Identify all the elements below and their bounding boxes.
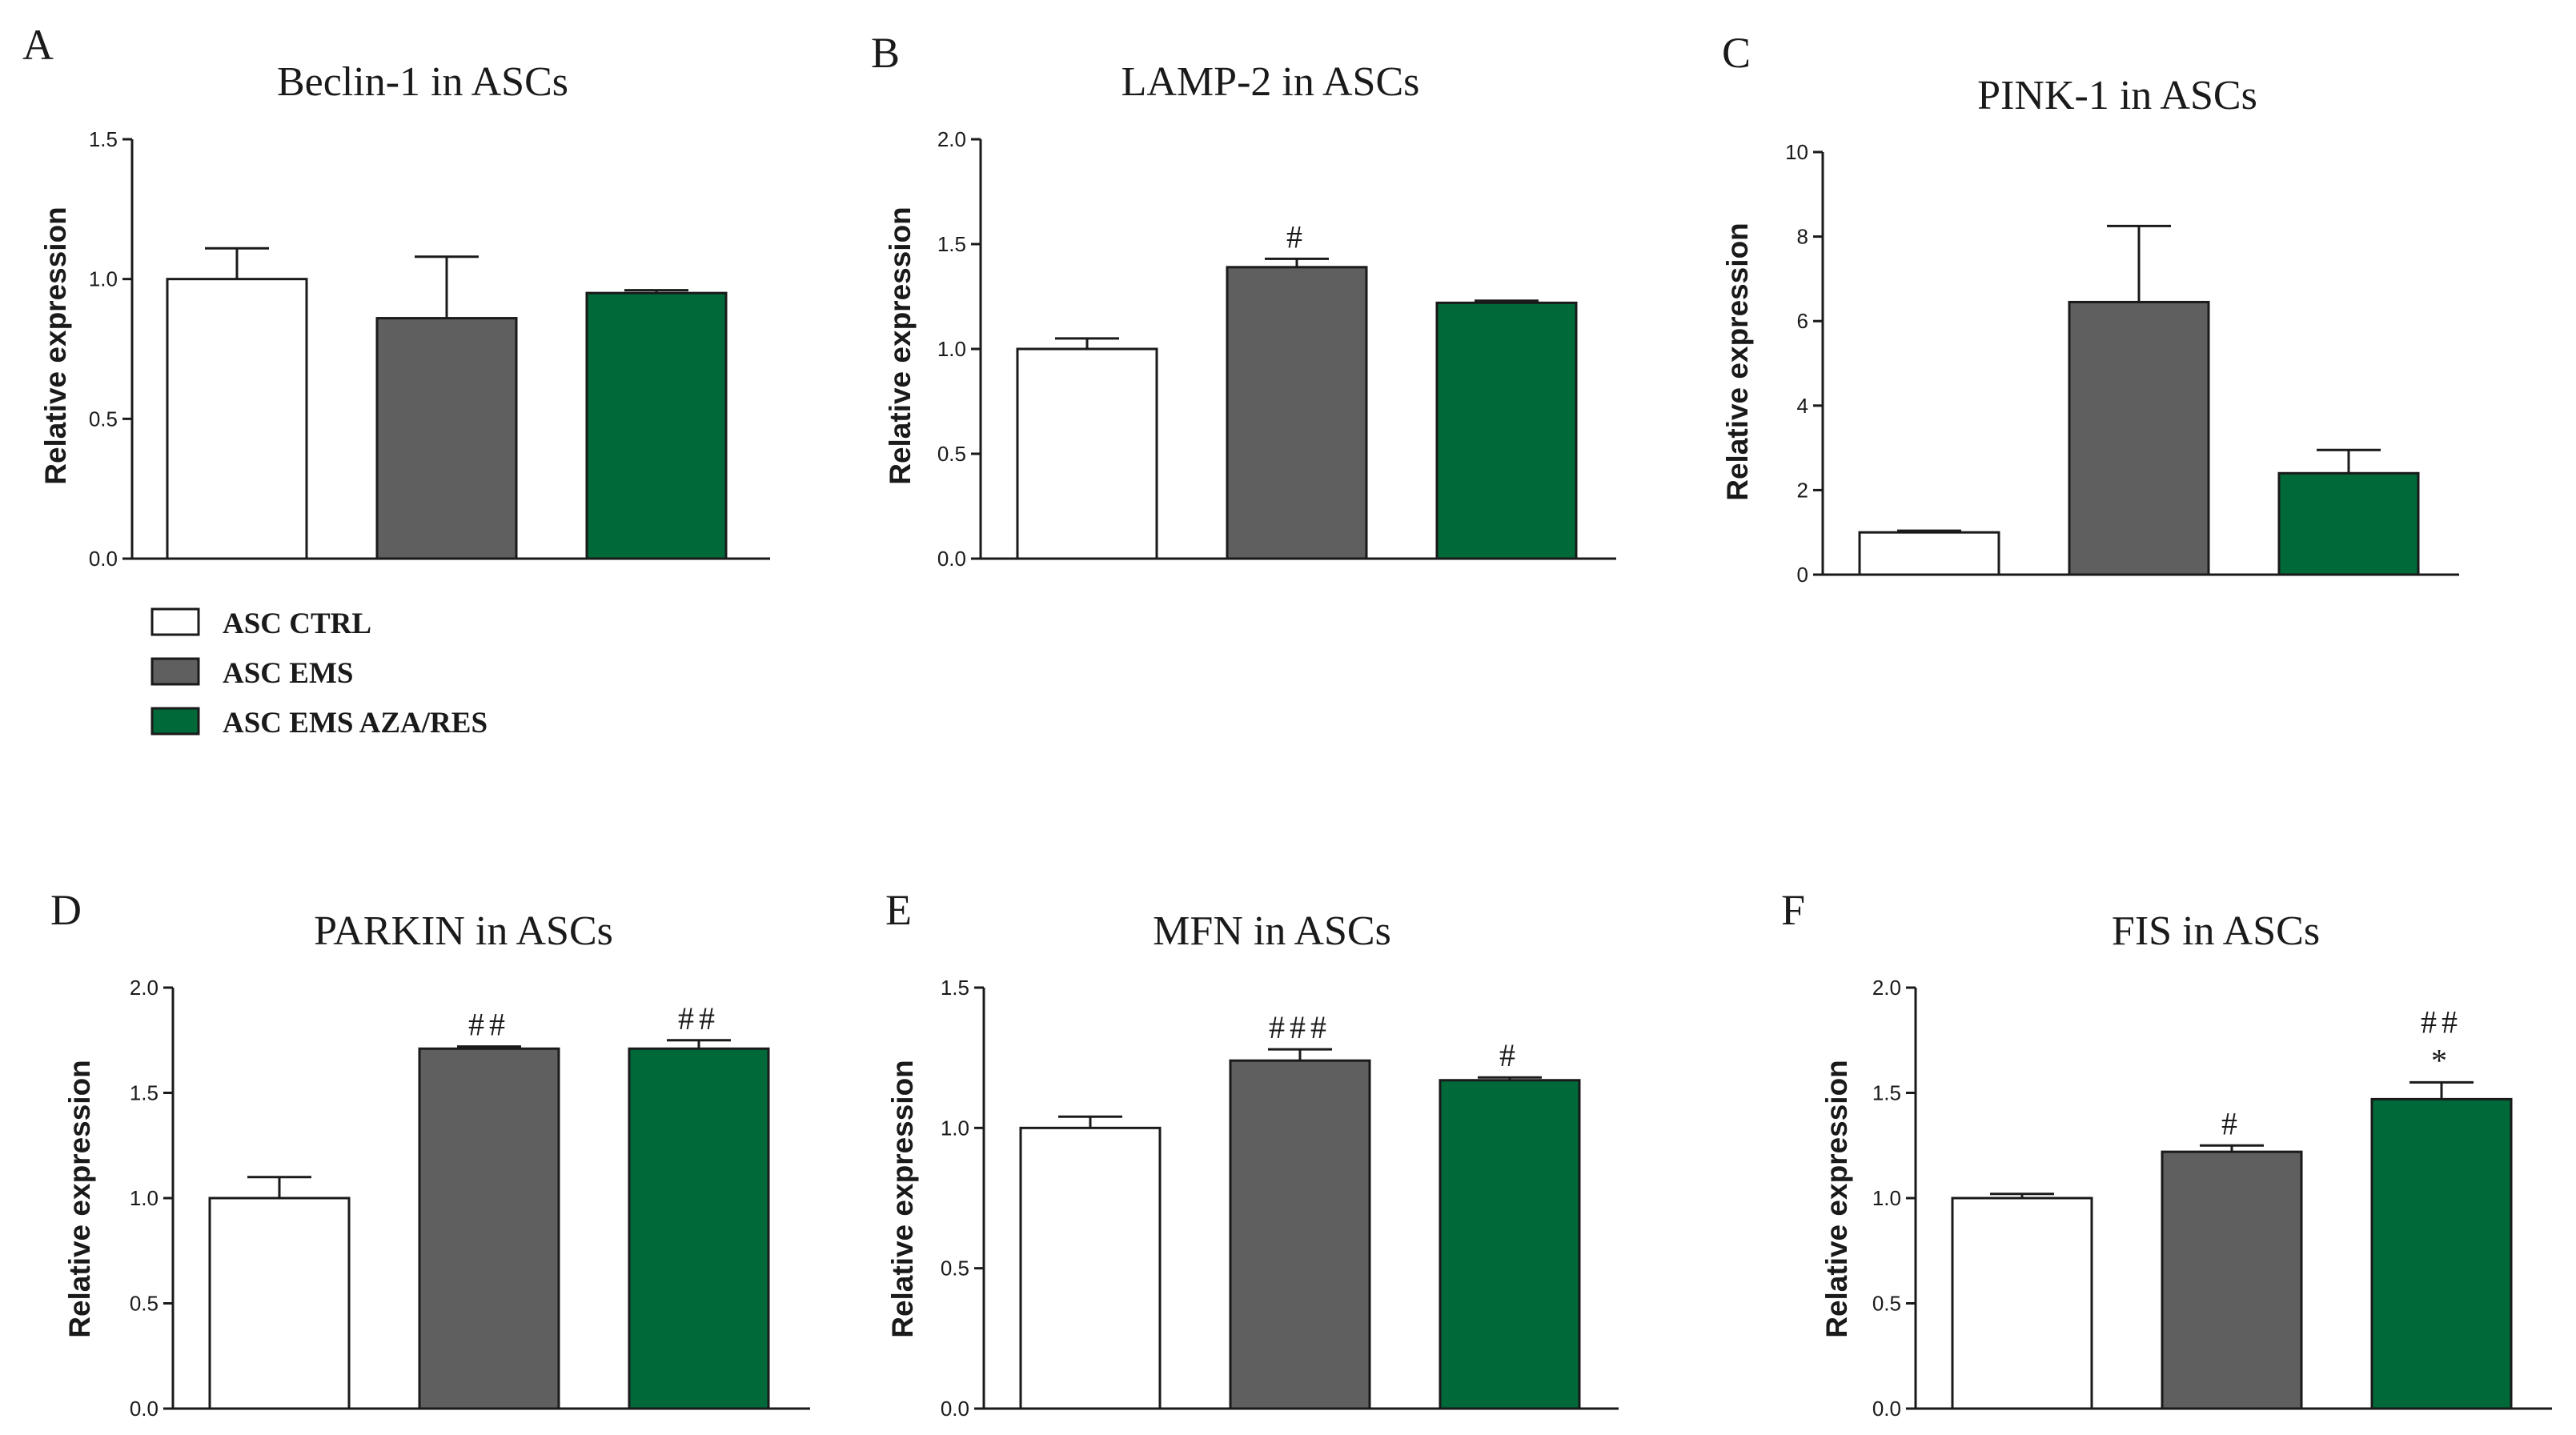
panel-letter-b: B — [871, 29, 900, 77]
chart-title-b: LAMP-2 in ASCs — [1121, 59, 1420, 105]
y-tick-label: 1.0 — [89, 267, 118, 291]
legend-swatch-ems — [150, 657, 200, 686]
y-tick-label: 1.5 — [937, 232, 966, 256]
y-tick-label: 1.0 — [941, 1116, 969, 1140]
y-tick-label: 2.0 — [130, 976, 158, 1000]
significance-marker-ems-aza-res: ## — [678, 1000, 720, 1036]
y-axis-label-e: Relative expression — [886, 1060, 919, 1338]
chart-panel-e: E MFN in ASCs Relative expression 0.0 0.5… — [885, 886, 1619, 1421]
panel-letter-c: C — [1722, 29, 1751, 77]
bar-ems — [2068, 300, 2210, 576]
y-tick-label: 1.0 — [937, 337, 966, 361]
significance-marker-ems: # — [2221, 1105, 2242, 1141]
bar-ems — [1229, 1059, 1371, 1410]
chart-panel-f: F FIS in ASCs Relative expression 0.0 0.5… — [1781, 886, 2552, 1421]
bar-ems-aza-res — [1435, 301, 1578, 560]
bar-ems-aza-res — [585, 291, 728, 560]
legend-label-ems: ASC EMS — [223, 657, 353, 690]
bar-ctrl — [166, 278, 308, 560]
legend-label-ctrl: ASC CTRL — [223, 607, 371, 640]
chart-title-c: PINK-1 in ASCs — [1977, 73, 2257, 118]
bar-ctrl — [1016, 347, 1158, 560]
y-tick-label: 0.0 — [1872, 1397, 1901, 1421]
y-tick-label: 6 — [1797, 309, 1808, 333]
y-tick-label: 2.0 — [1872, 976, 1901, 1000]
y-tick-label: 0.0 — [941, 1397, 969, 1421]
chart-panel-a: A Beclin-1 in ASCs Relative expression 0… — [22, 21, 770, 571]
y-tick-label: 0.0 — [937, 547, 966, 571]
bar-ems-aza-res — [2370, 1097, 2513, 1410]
chart-panel-d: D PARKIN in ASCs Relative expression 0.0… — [50, 886, 810, 1421]
legend-label-ems-aza-res: ASC EMS AZA/RES — [223, 707, 488, 740]
bar-ctrl — [208, 1197, 351, 1410]
bar-ctrl — [1951, 1197, 2093, 1410]
significance-marker-ems-aza-res: ## — [2421, 1004, 2462, 1040]
chart-title-a: Beclin-1 in ASCs — [277, 59, 568, 105]
panel-letter-d: D — [50, 886, 82, 934]
y-tick-label: 0.5 — [941, 1257, 969, 1281]
y-axis-label-a: Relative expression — [39, 206, 72, 485]
panel-letter-a: A — [22, 21, 54, 69]
legend-swatch-ctrl — [150, 607, 200, 636]
legend-swatch-ems-aza-res — [150, 707, 200, 736]
y-tick-label: 1.5 — [89, 127, 118, 151]
y-tick-label: 0.0 — [130, 1397, 158, 1421]
chart-panel-b: B LAMP-2 in ASCs Relative expression 0.0… — [871, 29, 1616, 571]
bar-ems-aza-res — [2277, 471, 2420, 576]
y-tick-label: 1.0 — [130, 1186, 158, 1210]
y-tick-label: 0.0 — [89, 547, 118, 571]
legend-item-ctrl: ASC CTRL — [150, 607, 371, 640]
bar-ems-aza-res — [1438, 1079, 1581, 1410]
bar-ctrl — [1019, 1126, 1162, 1410]
significance-marker-ems: ## — [468, 1007, 510, 1043]
y-tick-label: 1.5 — [130, 1081, 158, 1105]
y-tick-label: 1.5 — [1872, 1081, 1901, 1105]
y-tick-label: 0.5 — [937, 442, 966, 466]
chart-title-d: PARKIN in ASCs — [314, 908, 613, 954]
legend: ASC CTRL ASC EMS ASC EMS AZA/RES — [150, 607, 488, 740]
y-tick-label: 0.5 — [130, 1292, 158, 1316]
y-tick-label: 1.5 — [941, 976, 969, 1000]
y-axis-label-b: Relative expression — [884, 206, 917, 485]
y-tick-label: 2.0 — [937, 127, 966, 151]
y-tick-label: 0.5 — [89, 407, 118, 431]
y-axis-label-d: Relative expression — [63, 1060, 96, 1338]
chart-title-f: FIS in ASCs — [2112, 908, 2320, 954]
legend-item-ems: ASC EMS — [150, 657, 353, 690]
bar-ctrl — [1858, 531, 2000, 576]
bar-ems — [1226, 266, 1368, 560]
bar-ems — [375, 317, 518, 560]
bar-ems — [2161, 1150, 2303, 1410]
y-axis-label-c: Relative expression — [1721, 222, 1754, 501]
significance-marker-ems-aza-res: * — [2431, 1042, 2452, 1078]
bar-ems — [418, 1047, 560, 1410]
significance-marker-ems-aza-res: # — [1499, 1037, 1520, 1073]
significance-marker-ems: # — [1286, 218, 1307, 255]
legend-item-ems-aza-res: ASC EMS AZA/RES — [150, 707, 488, 740]
y-tick-label: 1.0 — [1872, 1186, 1901, 1210]
y-tick-label: 4 — [1797, 394, 1808, 418]
bar-ems-aza-res — [628, 1047, 770, 1410]
chart-panel-c: C PINK-1 in ASCs Relative expression 0 2 4… — [1721, 29, 2459, 587]
y-tick-label: 2 — [1797, 478, 1808, 502]
y-tick-label: 0 — [1797, 563, 1808, 587]
y-axis-label-f: Relative expression — [1820, 1060, 1853, 1338]
y-tick-label: 0.5 — [1872, 1292, 1901, 1316]
panel-letter-e: E — [885, 886, 912, 934]
chart-title-e: MFN in ASCs — [1153, 908, 1391, 954]
y-tick-label: 8 — [1797, 225, 1808, 249]
panel-letter-f: F — [1781, 886, 1805, 934]
significance-marker-ems: ### — [1269, 1009, 1331, 1045]
y-tick-label: 10 — [1785, 140, 1808, 164]
